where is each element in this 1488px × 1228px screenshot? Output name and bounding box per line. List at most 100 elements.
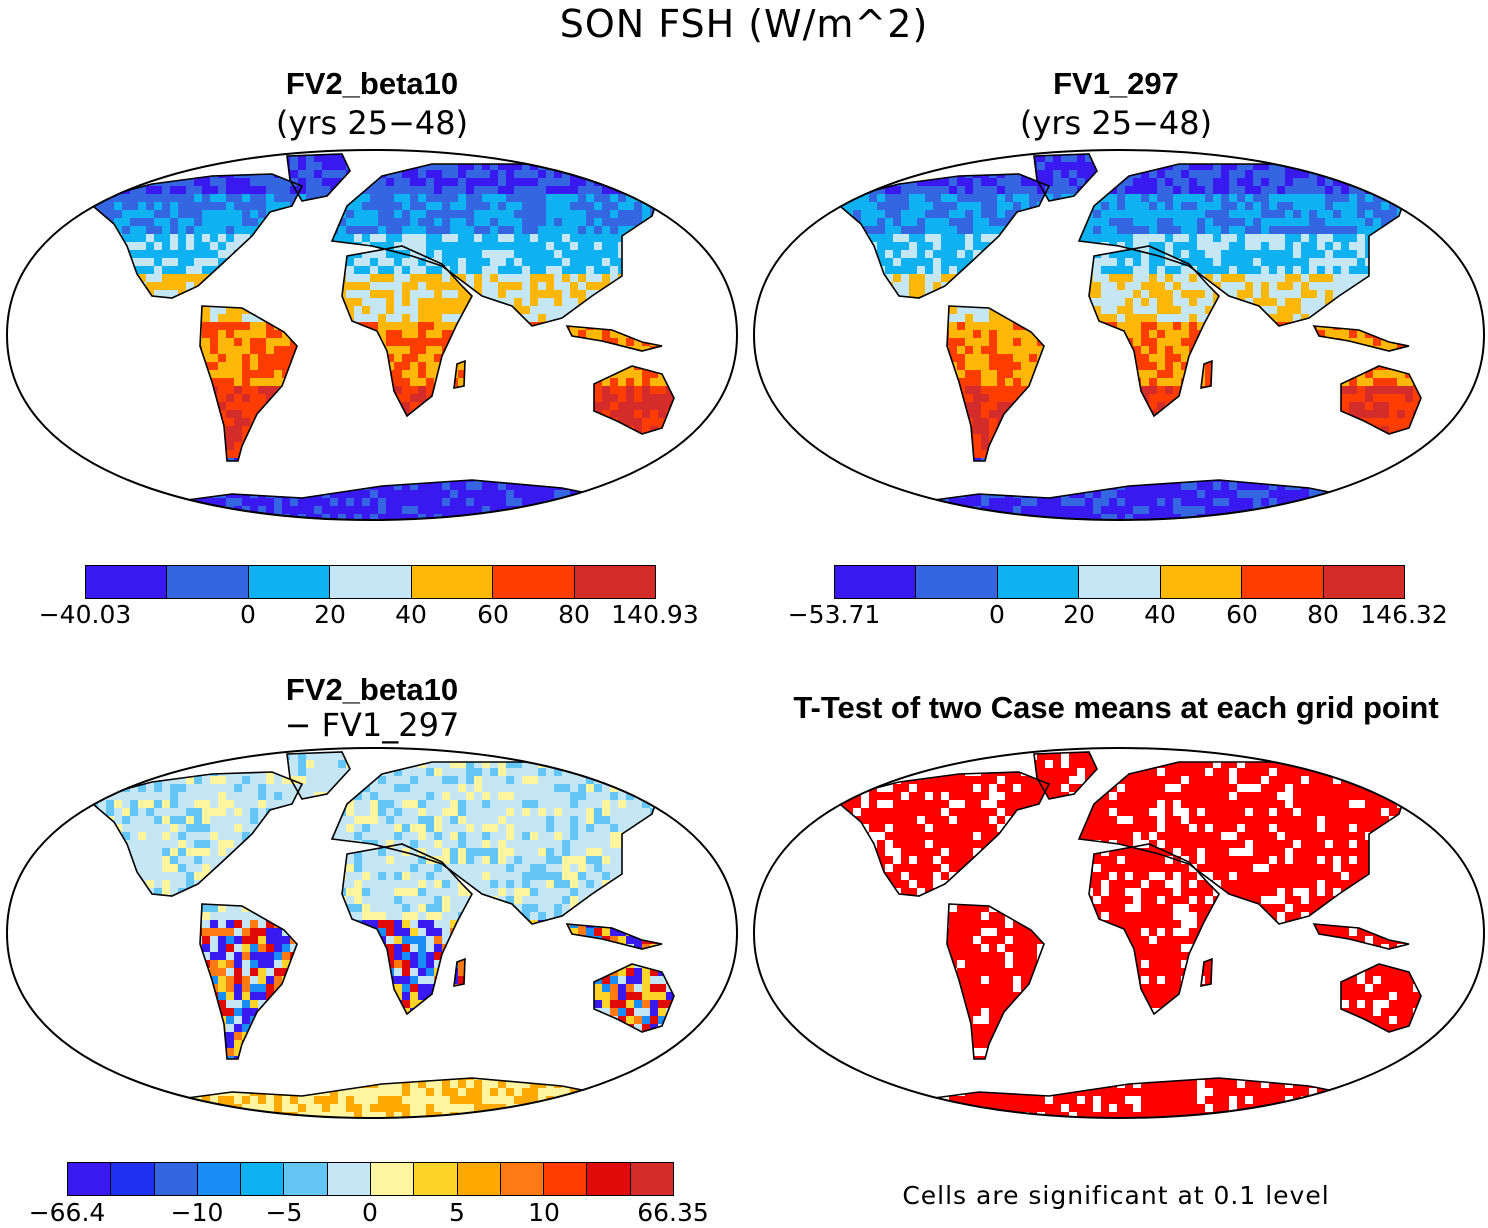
- coastline-indonesia: [1312, 923, 1410, 950]
- colorbar-tick: 140.93: [611, 600, 699, 629]
- colorbar-tick: 146.32: [1360, 600, 1448, 629]
- colorbar-tick: 0: [989, 600, 1005, 629]
- coastline-northAmerica: [85, 173, 304, 299]
- coastline-africa: [341, 245, 473, 418]
- colorbar-tl-ticks: −40.03 0 20 40 60 80 140.93: [39, 600, 699, 634]
- colorbar-swatch: [154, 1163, 198, 1195]
- colorbar-tick: 5: [449, 1198, 465, 1227]
- colorbar-swatch: [574, 566, 655, 598]
- panel-tr-title: FV1_297: [1053, 66, 1179, 101]
- coastline-northAmerica: [832, 173, 1051, 299]
- coastline-australia: [1340, 365, 1422, 435]
- colorbar-tick: −66.4: [28, 1198, 106, 1227]
- colorbar-swatch: [544, 1163, 588, 1195]
- colorbar-swatch: [997, 566, 1080, 598]
- panel-bl-title: FV2_beta10: [285, 672, 459, 707]
- colorbar-swatch: [197, 1163, 242, 1195]
- colorbar-tick: 60: [1226, 600, 1258, 629]
- colorbar-swatch: [241, 1163, 285, 1195]
- colorbar-tr: [834, 565, 1405, 599]
- colorbar-swatch: [587, 1163, 631, 1195]
- colorbar-swatch: [111, 1163, 155, 1195]
- colorbar-swatch: [411, 566, 494, 598]
- coastline-madagascar: [1200, 359, 1213, 390]
- coastline-indonesia: [565, 325, 663, 352]
- coastline-northAmerica: [832, 771, 1051, 897]
- panel-tr-subtitle: (yrs 25−48): [1019, 104, 1213, 142]
- colorbar-tick: 0: [240, 600, 256, 629]
- colorbar-swatch: [167, 566, 249, 598]
- colorbar-tl: [85, 565, 656, 599]
- colorbar-swatch: [457, 1163, 501, 1195]
- coastline-southAmerica: [199, 903, 298, 1060]
- colorbar-tick: 20: [314, 600, 346, 629]
- colorbar-tick: 80: [1307, 600, 1339, 629]
- panel-tl-title: FV2_beta10: [285, 66, 459, 101]
- colorbar-swatch: [1323, 566, 1404, 598]
- map-ttest: [752, 746, 1486, 1120]
- coastline-madagascar: [1200, 957, 1213, 988]
- colorbar-swatch: [1160, 566, 1243, 598]
- colorbar-swatch: [248, 566, 331, 598]
- colorbar-swatch: [493, 566, 575, 598]
- colorbar-tick: 10: [528, 1198, 560, 1227]
- map-difference: [5, 746, 739, 1120]
- colorbar-tick: 20: [1063, 600, 1095, 629]
- coastline-greenland: [1033, 751, 1098, 800]
- colorbar-tick: −10: [170, 1198, 224, 1227]
- colorbar-swatch: [414, 1163, 458, 1195]
- colorbar-tick: −5: [265, 1198, 303, 1227]
- colorbar-tick: 66.35: [637, 1198, 709, 1227]
- coastline-madagascar: [453, 957, 466, 988]
- colorbar-tick: 0: [362, 1198, 378, 1227]
- map-frame: [752, 746, 1486, 1120]
- coastline-australia: [1340, 963, 1422, 1033]
- colorbar-bl: [67, 1162, 674, 1196]
- significance-note: Cells are significant at 0.1 level: [902, 1181, 1330, 1210]
- map-frame: [5, 148, 739, 522]
- colorbar-tick: 40: [395, 600, 427, 629]
- coastline-indonesia: [1312, 325, 1410, 352]
- colorbar-swatch: [835, 566, 917, 598]
- coastline-greenland: [286, 153, 351, 202]
- colorbar-swatch: [916, 566, 998, 598]
- colorbar-tick: −40.03: [38, 600, 132, 629]
- colorbar-swatch: [327, 1163, 371, 1195]
- map-frame: [5, 746, 739, 1120]
- colorbar-bl-ticks: −66.4 −10 −5 0 5 10 66.35: [29, 1198, 709, 1228]
- colorbar-swatch: [1242, 566, 1324, 598]
- colorbar-tick: 60: [477, 600, 509, 629]
- panel-bl-subtitle: − FV1_297: [284, 706, 460, 744]
- map-fv1-297: [752, 148, 1486, 522]
- coastline-madagascar: [453, 359, 466, 390]
- panel-br-title: T-Test of two Case means at each grid po…: [793, 690, 1439, 725]
- colorbar-tick: −53.71: [787, 600, 881, 629]
- colorbar-swatch: [500, 1163, 545, 1195]
- panel-tl-subtitle: (yrs 25−48): [275, 104, 469, 142]
- coastline-northAmerica: [85, 771, 304, 897]
- coastline-africa: [1088, 843, 1220, 1016]
- colorbar-swatch: [630, 1163, 673, 1195]
- coastline-greenland: [286, 751, 351, 800]
- colorbar-swatch: [68, 1163, 112, 1195]
- colorbar-swatch: [284, 1163, 328, 1195]
- coastline-indonesia: [565, 923, 663, 950]
- coastline-southAmerica: [946, 305, 1045, 462]
- colorbar-tr-ticks: −53.71 0 20 40 60 80 146.32: [788, 600, 1448, 634]
- colorbar-tick: 80: [558, 600, 590, 629]
- colorbar-swatch: [86, 566, 168, 598]
- coastline-southAmerica: [946, 903, 1045, 1060]
- coastline-australia: [593, 365, 675, 435]
- colorbar-swatch: [370, 1163, 415, 1195]
- colorbar-tick: 40: [1144, 600, 1176, 629]
- colorbar-swatch: [1079, 566, 1161, 598]
- coastline-africa: [341, 843, 473, 1016]
- coastline-southAmerica: [199, 305, 298, 462]
- coastline-australia: [593, 963, 675, 1033]
- coastline-africa: [1088, 245, 1220, 418]
- figure-title: SON FSH (W/m^2): [559, 2, 929, 46]
- coastline-greenland: [1033, 153, 1098, 202]
- map-fv2-beta10: [5, 148, 739, 522]
- map-frame: [752, 148, 1486, 522]
- colorbar-swatch: [330, 566, 412, 598]
